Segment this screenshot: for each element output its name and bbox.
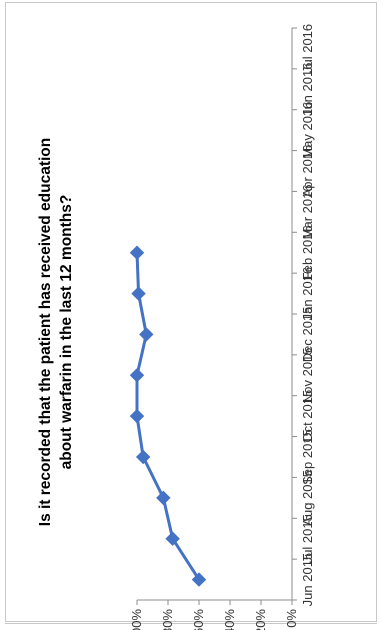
chart-title-line-1: Is it recorded that the patient has rece… <box>37 138 54 526</box>
y-tick-label: 60% <box>191 609 206 630</box>
y-tick-label: 100% <box>129 609 144 630</box>
data-point-marker <box>139 327 154 342</box>
x-tick-label: Jul 2016 <box>300 24 315 73</box>
x-tick-label: Oct 2015 <box>300 390 315 443</box>
y-tick-label: 80% <box>160 609 175 630</box>
x-tick-label: Nov 2015 <box>300 347 315 403</box>
x-tick-label: Jun 2016 <box>300 63 315 117</box>
x-tick-label: Feb 2016 <box>300 225 315 280</box>
x-tick-label: Jun 2015 <box>300 553 315 607</box>
data-point-marker <box>165 531 180 546</box>
x-tick-label: Sep 2015 <box>300 429 315 485</box>
data-point-marker <box>191 572 207 587</box>
data-point-marker <box>135 449 151 465</box>
x-tick-label: Mar 2016 <box>300 184 315 239</box>
x-tick-label: Aug 2015 <box>300 470 315 526</box>
x-tick-label: May 2016 <box>300 102 315 159</box>
x-tick-label: Jan 2016 <box>300 267 315 321</box>
data-point-marker <box>156 490 171 506</box>
bottom-rule <box>5 623 377 624</box>
y-tick-label: 0% <box>284 609 299 628</box>
chart-frame <box>5 2 377 622</box>
x-tick-label: Dec 2015 <box>300 307 315 363</box>
y-tick-label: 40% <box>222 609 237 630</box>
x-tick-label: Jul 2015 <box>300 514 315 563</box>
data-point-marker <box>129 245 145 260</box>
series-line <box>135 252 201 581</box>
data-point-marker <box>129 368 145 383</box>
y-tick-label: 20% <box>253 609 268 630</box>
chart-title-line-2: about warfarin in the last 12 months? <box>58 195 75 470</box>
data-point-marker <box>131 286 146 301</box>
x-tick-label: Apr 2016 <box>300 145 315 198</box>
data-point-marker <box>129 408 145 424</box>
